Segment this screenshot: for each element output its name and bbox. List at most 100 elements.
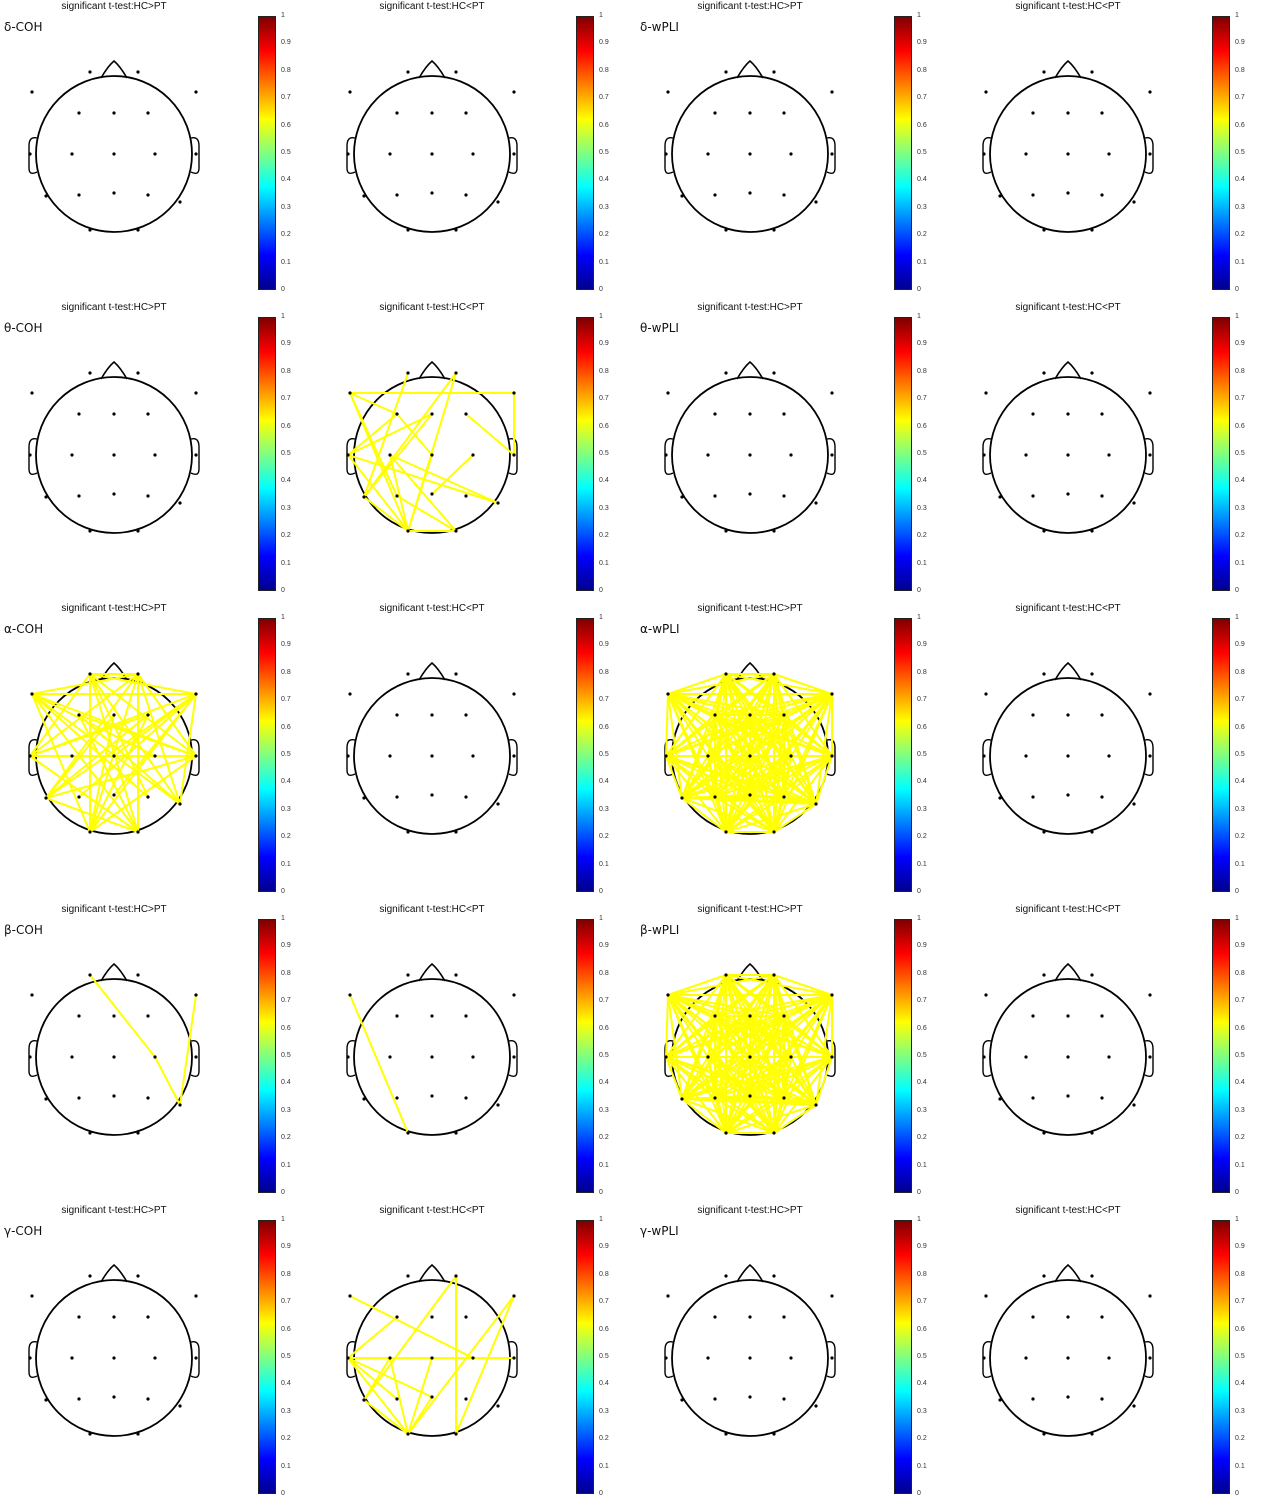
connection-F3-C3 — [707, 714, 716, 757]
colorbar-tick: 0.9 — [281, 942, 291, 950]
electrode-F8 — [194, 90, 198, 94]
colorbar-tick: 0.1 — [917, 1161, 927, 1169]
colorbar-tick: 0.8 — [1235, 66, 1245, 74]
colorbar-tick: 0.2 — [281, 1134, 291, 1142]
colorbar-tick: 0.3 — [599, 203, 609, 211]
colorbar-tick: 0.8 — [917, 969, 927, 977]
electrode-P4 — [464, 193, 468, 197]
left-ear-outline — [28, 136, 38, 175]
electrode-C3 — [70, 1356, 74, 1360]
electrode-T4 — [512, 453, 516, 457]
colorbar-tick: 0.6 — [599, 1325, 609, 1333]
colorbar-tick: 0.3 — [917, 504, 927, 512]
electrode-T4 — [1148, 1055, 1152, 1059]
electrode-T4 — [830, 152, 834, 156]
electrode-F7 — [348, 692, 352, 696]
electrode-P4 — [146, 494, 150, 498]
colorbar — [258, 16, 276, 290]
colorbar-tick: 0.2 — [1235, 1435, 1245, 1443]
colorbar-tick: 0.4 — [599, 1380, 609, 1388]
connection-C3-O2 — [707, 1056, 775, 1134]
electrode-Fp2 — [772, 70, 776, 74]
connection-F7-O1 — [349, 994, 409, 1134]
connection-Fp1-F8 — [89, 673, 197, 695]
connection-T3-T6 — [347, 454, 499, 504]
electrode-O1 — [88, 228, 92, 232]
electrode-Pz — [112, 191, 116, 195]
electrode-Pz — [430, 1395, 434, 1399]
electrode-T5 — [362, 1097, 366, 1101]
connection-T5-O1 — [363, 496, 409, 532]
connection-T6-Fp2 — [137, 673, 181, 805]
head-topomap — [664, 360, 836, 534]
electrode-O1 — [406, 228, 410, 232]
colorbar-tick: 0.8 — [281, 969, 291, 977]
electrode-F7 — [348, 90, 352, 94]
electrode-O2 — [454, 830, 458, 834]
electrode-F3 — [395, 713, 399, 717]
connection-F3-F8 — [714, 693, 833, 716]
colorbar — [894, 919, 912, 1193]
colorbar-tick: 0.6 — [281, 422, 291, 430]
band-label: θ-COH — [4, 321, 43, 335]
electrode-P3 — [1031, 1096, 1035, 1100]
electrode-T5 — [362, 1398, 366, 1402]
connection-T5-O1 — [681, 1098, 727, 1134]
colorbar-tick: 0.7 — [599, 94, 609, 102]
electrode-F8 — [1148, 391, 1152, 395]
connection-Fz-O2 — [749, 1015, 775, 1134]
right-ear-outline — [1144, 738, 1154, 777]
colorbar-tick: 1 — [917, 915, 921, 922]
connection-F3-T3 — [347, 413, 398, 456]
colorbar-tick: 1 — [599, 12, 603, 19]
colorbar-tick: 0.4 — [599, 1079, 609, 1087]
head-outline — [989, 978, 1147, 1136]
electrode-T5 — [680, 495, 684, 499]
head-topomap — [346, 1263, 518, 1437]
connection-F3-C3 — [707, 1015, 716, 1058]
connection-T4-O1 — [725, 1056, 833, 1134]
left-ear-outline — [982, 437, 992, 476]
colorbar-tick: 1 — [917, 614, 921, 621]
electrode-F3 — [77, 1014, 81, 1018]
left-ear-outline — [664, 136, 674, 175]
electrode-C3 — [70, 453, 74, 457]
colorbar-tick: 0.5 — [599, 751, 609, 758]
colorbar-tick: 0.2 — [917, 231, 927, 239]
electrode-T5 — [44, 1398, 48, 1402]
colorbar-tick: 1 — [281, 12, 285, 19]
electrode-C4 — [153, 453, 157, 457]
colorbar-tick: 0.9 — [917, 641, 927, 649]
right-ear-outline — [1144, 1340, 1154, 1379]
electrode-O2 — [1090, 228, 1094, 232]
electrode-Cz — [748, 1356, 752, 1360]
electrode-C3 — [388, 754, 392, 758]
electrode-F4 — [464, 111, 468, 115]
electrode-O2 — [1090, 1131, 1094, 1135]
left-ear-outline — [664, 437, 674, 476]
connection-T5-O1 — [681, 797, 727, 833]
colorbar-tick: 0.6 — [1235, 422, 1245, 430]
right-ear-outline — [1144, 1039, 1154, 1078]
nose-outline — [1054, 59, 1082, 79]
electrode-F4 — [1100, 1014, 1104, 1018]
electrode-F8 — [830, 391, 834, 395]
electrode-Fz — [1066, 713, 1070, 717]
electrode-T3 — [982, 453, 986, 457]
colorbar-tick: 0.1 — [1235, 1161, 1245, 1169]
colorbar-tick: 0.6 — [917, 1325, 927, 1333]
colorbar-tick: 0.1 — [917, 860, 927, 868]
head-topomap — [982, 661, 1154, 835]
colorbar-tick: 0.8 — [281, 668, 291, 676]
panel-2-2: significant t-test:HC<PT 0 0.1 0.2 0.3 0.4 0.5… — [318, 301, 636, 602]
electrode-T3 — [346, 453, 350, 457]
colorbar-tick: 0.3 — [917, 1106, 927, 1114]
connection-Fp2-T3 — [29, 673, 139, 757]
connection-C3-T5 — [363, 1357, 391, 1401]
electrode-Fz — [1066, 1315, 1070, 1319]
nose-outline — [100, 962, 128, 982]
electrode-T6 — [1132, 802, 1136, 806]
connection-Fz-F8 — [749, 994, 833, 1017]
head-topomap — [982, 360, 1154, 534]
electrode-F3 — [1031, 1014, 1035, 1018]
